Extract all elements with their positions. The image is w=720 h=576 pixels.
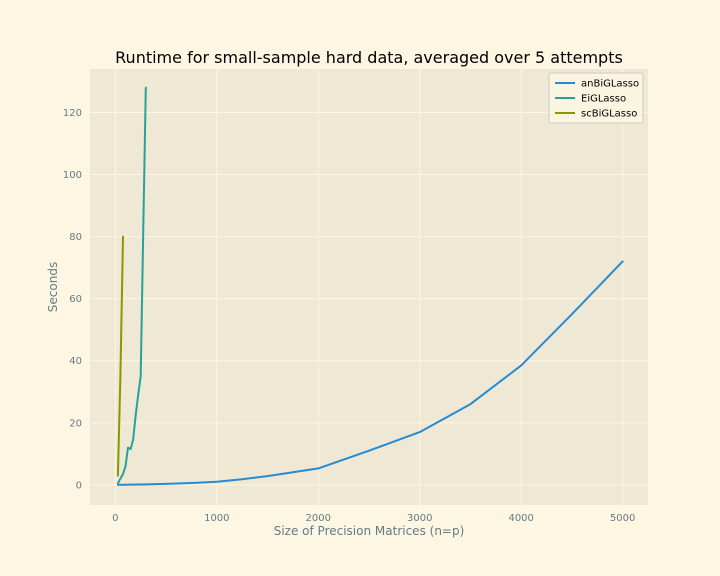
legend: anBiGLasso EiGLasso scBiGLasso [548, 72, 644, 124]
x-tick-label: 0 [112, 513, 118, 524]
x-tick-label: 1000 [204, 513, 229, 524]
series-line-anBiGLasso [116, 260, 624, 486]
series-line-scBiGLasso [116, 235, 124, 477]
y-tick-label: 100 [63, 170, 82, 181]
x-tick-label: 3000 [407, 513, 432, 524]
x-tick-label: 4000 [508, 513, 533, 524]
plot-area [90, 69, 648, 505]
x-tick-label: 5000 [610, 513, 635, 524]
y-tick-label: 120 [63, 108, 82, 119]
y-tick-label: 0 [76, 480, 82, 491]
x-axis-label: Size of Precision Matrices (n=p) [274, 524, 465, 538]
legend-label: scBiGLasso [581, 109, 637, 120]
legend-box [548, 72, 644, 124]
grid-lines [90, 69, 648, 505]
chart-title: Runtime for small-sample hard data, aver… [115, 48, 623, 67]
y-axis-label: Seconds [46, 262, 60, 312]
x-tick-label: 2000 [306, 513, 331, 524]
tick-labels: 0 1000 2000 3000 4000 5000 0 20 40 60 80 100 120 [63, 108, 635, 524]
y-tick-label: 20 [69, 418, 82, 429]
legend-label: EiGLasso [581, 94, 626, 105]
series-layer [116, 86, 624, 486]
y-tick-label: 60 [69, 294, 82, 305]
legend-label: anBiGLasso [581, 79, 639, 90]
y-tick-label: 40 [69, 356, 82, 367]
y-tick-label: 80 [69, 232, 82, 243]
series-line-EiGLasso [116, 86, 147, 485]
